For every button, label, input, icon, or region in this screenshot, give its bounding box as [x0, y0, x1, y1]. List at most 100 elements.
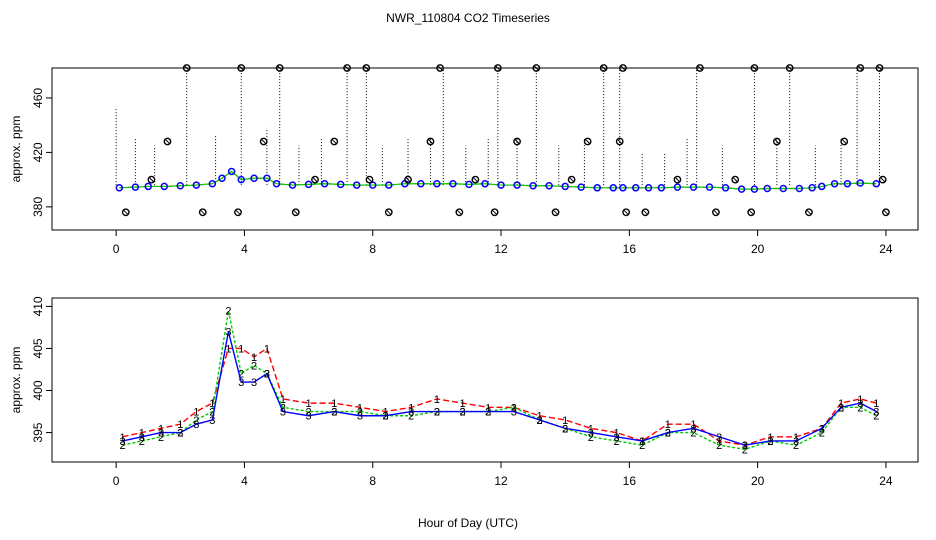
outlier-cross	[643, 209, 648, 215]
outlier-point	[619, 64, 627, 72]
series-marker-1: 1	[383, 407, 389, 419]
x-tick-label: 24	[879, 242, 893, 256]
outlier-cross	[261, 139, 267, 144]
x-tick-label: 8	[369, 474, 376, 488]
data-point	[545, 182, 553, 190]
series-marker-3: 3	[251, 377, 257, 389]
series-marker-3: 3	[873, 407, 879, 419]
outlier-point	[878, 175, 887, 184]
outlier-point	[493, 64, 502, 72]
outlier-cross	[713, 209, 719, 215]
outlier-cross	[675, 177, 680, 182]
series-marker-3: 3	[331, 407, 337, 419]
series-marker-2: 2	[251, 360, 257, 372]
outlier-cross	[617, 139, 623, 144]
series-marker-1: 1	[357, 402, 363, 414]
data-point	[227, 167, 236, 176]
y-axis-label: approx. ppm	[9, 347, 23, 414]
data-point	[385, 181, 393, 189]
outlier-cross	[184, 65, 190, 71]
outlier-point	[583, 137, 592, 146]
outlier-cross	[165, 139, 170, 144]
series-marker-3: 3	[639, 436, 645, 448]
data-point	[631, 184, 640, 192]
outlier-point	[805, 208, 813, 217]
data-point	[320, 179, 329, 188]
series-marker-3: 3	[158, 428, 164, 440]
outlier-cross	[553, 209, 558, 215]
series-marker-1: 1	[690, 419, 696, 431]
data-point	[843, 179, 852, 188]
data-point	[352, 181, 361, 189]
data-point	[593, 184, 602, 192]
data-point	[705, 183, 714, 191]
series-marker-3: 3	[120, 436, 126, 448]
series-marker-3: 3	[459, 407, 465, 419]
series-marker-2: 2	[408, 411, 414, 423]
series-line-1	[122, 347, 877, 446]
data-point	[263, 174, 271, 183]
data-point	[288, 181, 297, 189]
data-point	[481, 179, 489, 188]
x-tick-label: 4	[241, 474, 248, 488]
outlier-cross	[238, 65, 244, 71]
series-marker-3: 3	[357, 411, 363, 423]
series-marker-3: 3	[588, 428, 594, 440]
series-marker-1: 1	[193, 407, 199, 419]
series-marker-2: 2	[177, 428, 183, 440]
outlier-point	[747, 208, 756, 217]
series-marker-2: 2	[767, 436, 773, 448]
series-marker-2: 2	[383, 411, 389, 423]
outlier-cross	[495, 65, 501, 71]
series-marker-1: 1	[331, 398, 337, 410]
outlier-cross	[880, 177, 886, 182]
series-marker-1: 1	[838, 398, 844, 410]
outlier-cross	[473, 177, 478, 182]
series-marker-3: 3	[485, 407, 491, 419]
outlier-cross	[601, 65, 607, 71]
outlier-cross	[841, 139, 847, 144]
data-point	[131, 183, 140, 191]
data-point	[417, 179, 425, 188]
full-range-panel: 0 4 8 12 16 20 24 380 420 460 approx. ppm	[9, 64, 919, 256]
series-marker-1: 1	[408, 402, 414, 414]
series-marker-3: 3	[177, 428, 183, 440]
outlier-point	[772, 137, 781, 146]
series-marker-1: 1	[793, 432, 799, 444]
outlier-point	[471, 175, 480, 184]
series-marker-3: 3	[139, 432, 145, 444]
data-point	[657, 184, 666, 192]
data-point	[465, 180, 473, 189]
outlier-point	[259, 137, 268, 146]
series-marker-3: 3	[793, 436, 799, 448]
series-marker-2: 2	[613, 436, 619, 448]
outlier-point	[840, 137, 849, 146]
series-marker-1: 1	[177, 419, 183, 431]
data-point	[368, 181, 377, 189]
outlier-point	[513, 137, 521, 146]
outlier-cross	[428, 139, 433, 144]
y-tick-label: 405	[31, 338, 45, 358]
data-point	[336, 180, 345, 189]
data-point	[795, 184, 804, 193]
series-marker-1: 1	[639, 436, 645, 448]
outlier-point	[362, 64, 371, 72]
data-point	[856, 179, 865, 187]
outlier-point	[182, 64, 191, 72]
outlier-cross	[732, 177, 738, 182]
series-marker-1: 1	[306, 398, 312, 410]
series-marker-1: 1	[742, 440, 748, 452]
outlier-cross	[277, 65, 283, 71]
series-marker-3: 3	[264, 369, 270, 381]
x-tick-label: 8	[369, 242, 376, 256]
series-marker-2: 2	[306, 407, 312, 419]
outlier-point	[311, 175, 319, 184]
series-marker-3: 3	[434, 407, 440, 419]
series-marker-2: 2	[873, 411, 879, 423]
data-point	[497, 181, 505, 189]
outlier-cross	[149, 177, 154, 182]
series-marker-1: 1	[485, 402, 491, 414]
outlier-point	[330, 137, 339, 146]
outlier-cross	[344, 65, 350, 71]
